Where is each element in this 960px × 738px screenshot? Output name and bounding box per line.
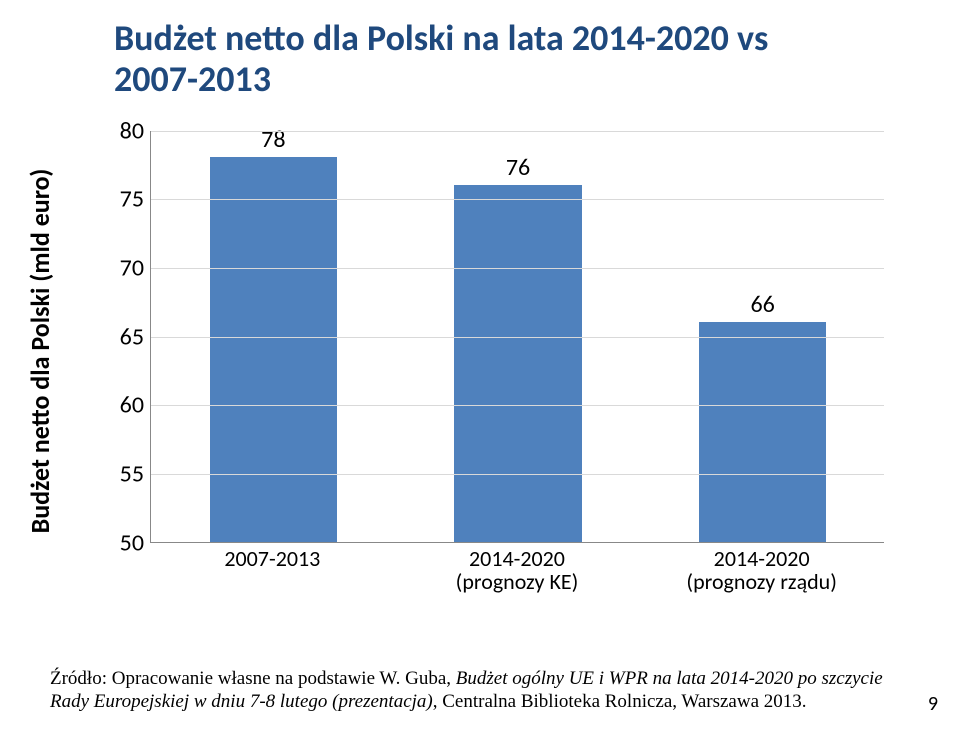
bar-value-label: 76 — [506, 153, 530, 182]
bar — [210, 157, 337, 542]
gridline — [151, 405, 884, 406]
x-axis-labels: 2007-2013 2014-2020 (prognozy KE) 2014-202… — [150, 543, 884, 591]
y-tick-label: 70 — [110, 254, 144, 283]
gridline — [151, 337, 884, 338]
source-prefix: Źródło: Opracowanie własne na podstawie … — [50, 668, 456, 689]
page-number: 9 — [928, 692, 938, 716]
x-tick-label: 2014-2020 (prognozy rządu) — [686, 547, 837, 593]
slide-title: Budżet netto dla Polski na lata 2014-202… — [114, 18, 910, 101]
plot-area: 787666 — [150, 131, 884, 543]
x-tick-label: 2007-2013 — [224, 547, 320, 570]
title-line-2: 2007-2013 — [114, 57, 271, 101]
slide: Budżet netto dla Polski na lata 2014-202… — [0, 0, 960, 738]
y-tick-label: 60 — [110, 391, 144, 420]
y-tick-label: 65 — [110, 322, 144, 351]
y-tick-label: 75 — [110, 185, 144, 214]
gridline — [151, 268, 884, 269]
y-tick-label: 50 — [110, 528, 144, 557]
x-tick-label: 2014-2020 (prognozy KE) — [456, 547, 579, 593]
title-line-1: Budżet netto dla Polski na lata 2014-202… — [114, 16, 768, 60]
bar-value-label: 66 — [750, 290, 774, 319]
gridline — [151, 474, 884, 475]
y-tick-label: 80 — [110, 116, 144, 145]
gridline — [151, 131, 884, 132]
y-axis-label: Budżet netto dla Polski (mld euro) — [24, 168, 56, 533]
source-suffix: , Centralna Biblioteka Rolnicza, Warszaw… — [433, 691, 807, 712]
y-tick-label: 55 — [110, 460, 144, 489]
bar — [699, 322, 826, 542]
source-citation: Źródło: Opracowanie własne na podstawie … — [50, 668, 890, 714]
gridline — [151, 199, 884, 200]
bar-value-label: 78 — [261, 125, 285, 154]
bar-chart: Budżet netto dla Polski (mld euro) 78766… — [54, 111, 894, 591]
bar — [454, 185, 581, 542]
